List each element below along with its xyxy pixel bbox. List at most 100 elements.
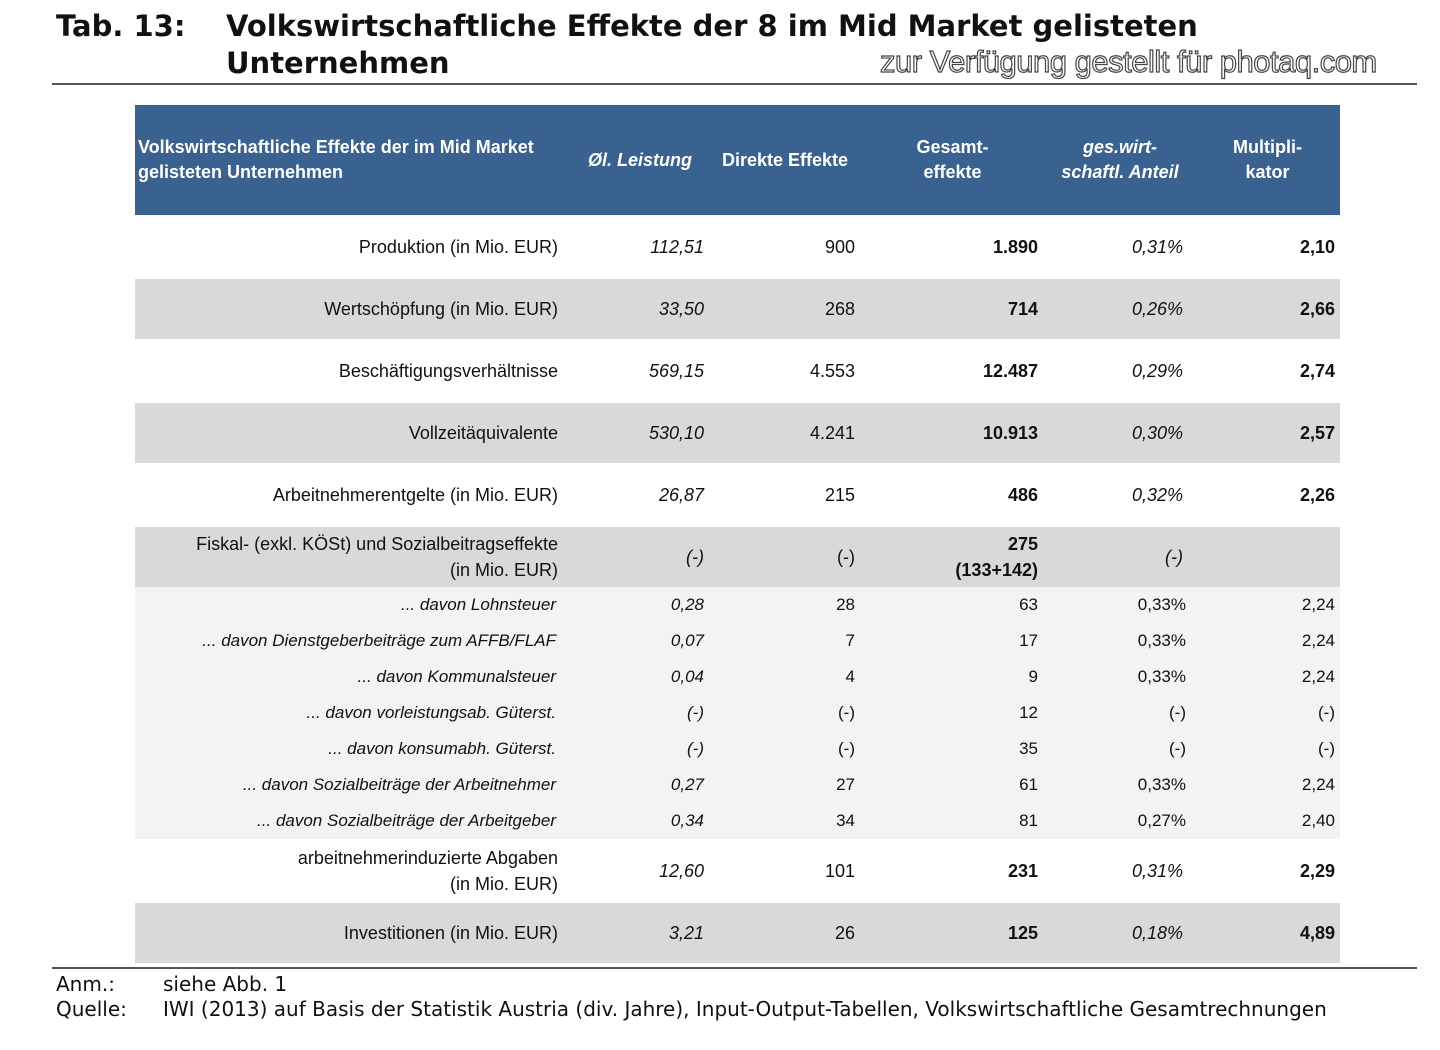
row-label: ... davon Sozialbeiträge der Arbeitnehme… bbox=[135, 767, 570, 803]
cell-anteil: 0,33% bbox=[1045, 767, 1195, 803]
table-row: Beschäftigungsverhältnisse 569,15 4.553 12.… bbox=[135, 339, 1340, 402]
divider-top bbox=[52, 83, 1417, 85]
cell-gesamteffekte: 35 bbox=[860, 731, 1045, 767]
cell-direkte-effekte: 268 bbox=[710, 277, 860, 340]
note-key: Anm.: bbox=[56, 972, 115, 996]
divider-bottom bbox=[52, 967, 1417, 969]
cell-anteil: 0,31% bbox=[1045, 839, 1195, 902]
cell-multiplikator: 2,29 bbox=[1195, 839, 1340, 902]
header-oel-leistung: Øl. Leistung bbox=[570, 105, 710, 216]
cell-anteil: (-) bbox=[1045, 525, 1195, 587]
cell-anteil: 0,31% bbox=[1045, 215, 1195, 278]
cell-multiplikator: 2,74 bbox=[1195, 339, 1340, 402]
cell-direkte-effekte: 7 bbox=[710, 623, 860, 659]
cell-direkte-effekte: (-) bbox=[710, 731, 860, 767]
table-row: Wertschöpfung (in Mio. EUR) 33,50 268 714 0,… bbox=[135, 277, 1340, 340]
cell-multiplikator: 2,24 bbox=[1195, 587, 1340, 623]
cell-multiplikator: 2,66 bbox=[1195, 277, 1340, 340]
table-row: ... davon Sozialbeiträge der Arbeitgeber… bbox=[135, 803, 1340, 840]
table-row: Produktion (in Mio. EUR) 112,51 900 1.890 0,… bbox=[135, 215, 1340, 278]
cell-oel-leistung: 569,15 bbox=[570, 339, 710, 402]
row-label: Arbeitnehmerentgelte (in Mio. EUR) bbox=[135, 463, 570, 526]
row-label: ... davon Kommunalsteuer bbox=[135, 659, 570, 695]
cell-gesamteffekte: 486 bbox=[860, 463, 1045, 526]
table-row: Arbeitnehmerentgelte (in Mio. EUR) 26,87 2… bbox=[135, 463, 1340, 526]
row-label: Fiskal- (exkl. KÖSt) und Sozialbeitragse… bbox=[135, 525, 570, 587]
cell-multiplikator: (-) bbox=[1195, 731, 1340, 767]
cell-direkte-effekte: 4 bbox=[710, 659, 860, 695]
cell-gesamteffekte: 231 bbox=[860, 839, 1045, 902]
cell-anteil: 0,29% bbox=[1045, 339, 1195, 402]
table-row: ... davon konsumabh. Güterst. (-) (-) 35 (-)… bbox=[135, 731, 1340, 767]
header-anteil: ges.wirt- schaftl. Anteil bbox=[1045, 105, 1195, 216]
table-row: ... davon Lohnsteuer 0,28 28 63 0,33% 2,24 bbox=[135, 587, 1340, 623]
note-key: Quelle: bbox=[56, 997, 127, 1021]
header-direkte-effekte: Direkte Effekte bbox=[710, 105, 860, 216]
row-label: Wertschöpfung (in Mio. EUR) bbox=[135, 277, 570, 340]
cell-gesamteffekte: 12.487 bbox=[860, 339, 1045, 402]
cell-direkte-effekte: 27 bbox=[710, 767, 860, 803]
cell-anteil: 0,18% bbox=[1045, 901, 1195, 963]
cell-direkte-effekte: 101 bbox=[710, 839, 860, 902]
cell-direkte-effekte: 34 bbox=[710, 803, 860, 840]
cell-direkte-effekte: 4.241 bbox=[710, 401, 860, 464]
cell-anteil: 0,30% bbox=[1045, 401, 1195, 464]
cell-gesamteffekte: 81 bbox=[860, 803, 1045, 840]
row-label: ... davon Dienstgeberbeiträge zum AFFB/F… bbox=[135, 623, 570, 659]
row-label: ... davon konsumabh. Güterst. bbox=[135, 731, 570, 767]
table-row: ... davon Dienstgeberbeiträge zum AFFB/F… bbox=[135, 623, 1340, 659]
cell-anteil: (-) bbox=[1045, 731, 1195, 767]
cell-gesamteffekte: 17 bbox=[860, 623, 1045, 659]
row-label: ... davon Lohnsteuer bbox=[135, 587, 570, 623]
cell-multiplikator: 2,24 bbox=[1195, 659, 1340, 695]
cell-direkte-effekte: 215 bbox=[710, 463, 860, 526]
row-label: Vollzeitäquivalente bbox=[135, 401, 570, 464]
cell-multiplikator: 2,24 bbox=[1195, 623, 1340, 659]
table-number: Tab. 13: bbox=[56, 9, 186, 43]
cell-direkte-effekte: 4.553 bbox=[710, 339, 860, 402]
cell-anteil: 0,27% bbox=[1045, 803, 1195, 840]
cell-oel-leistung: (-) bbox=[570, 731, 710, 767]
header-row: Volkswirtschaftliche Effekte der im Mid … bbox=[135, 105, 1340, 216]
cell-multiplikator: (-) bbox=[1195, 695, 1340, 731]
cell-gesamteffekte: 61 bbox=[860, 767, 1045, 803]
cell-oel-leistung: 26,87 bbox=[570, 463, 710, 526]
cell-direkte-effekte: 28 bbox=[710, 587, 860, 623]
cell-multiplikator: 2,57 bbox=[1195, 401, 1340, 464]
cell-anteil: 0,33% bbox=[1045, 623, 1195, 659]
cell-oel-leistung: 112,51 bbox=[570, 215, 710, 278]
table-row: ... davon Sozialbeiträge der Arbeitnehme… bbox=[135, 767, 1340, 803]
header-label: Volkswirtschaftliche Effekte der im Mid … bbox=[135, 105, 570, 216]
cell-anteil: 0,33% bbox=[1045, 659, 1195, 695]
cell-direkte-effekte: (-) bbox=[710, 695, 860, 731]
cell-gesamteffekte: 10.913 bbox=[860, 401, 1045, 464]
cell-direkte-effekte: 26 bbox=[710, 901, 860, 963]
table-row: arbeitnehmerinduzierte Abgaben (in Mio. … bbox=[135, 839, 1340, 902]
table-row: Fiskal- (exkl. KÖSt) und Sozialbeitragse… bbox=[135, 525, 1340, 587]
cell-multiplikator: 2,10 bbox=[1195, 215, 1340, 278]
cell-oel-leistung: 3,21 bbox=[570, 901, 710, 963]
cell-oel-leistung: 0,07 bbox=[570, 623, 710, 659]
cell-gesamteffekte: 1.890 bbox=[860, 215, 1045, 278]
cell-gesamteffekte: 275 (133+142) bbox=[860, 525, 1045, 587]
row-label: Beschäftigungsverhältnisse bbox=[135, 339, 570, 402]
cell-multiplikator: 2,24 bbox=[1195, 767, 1340, 803]
row-label: Produktion (in Mio. EUR) bbox=[135, 215, 570, 278]
cell-multiplikator bbox=[1195, 525, 1340, 587]
cell-multiplikator: 4,89 bbox=[1195, 901, 1340, 963]
cell-anteil: 0,33% bbox=[1045, 587, 1195, 623]
table-row: Vollzeitäquivalente 530,10 4.241 10.913 0,30… bbox=[135, 401, 1340, 464]
cell-oel-leistung: 0,27 bbox=[570, 767, 710, 803]
cell-oel-leistung: 0,04 bbox=[570, 659, 710, 695]
table-caption: Volkswirtschaftliche Effekte der 8 im Mi… bbox=[226, 9, 1198, 80]
cell-oel-leistung: (-) bbox=[570, 695, 710, 731]
row-label: arbeitnehmerinduzierte Abgaben (in Mio. … bbox=[135, 839, 570, 902]
cell-gesamteffekte: 9 bbox=[860, 659, 1045, 695]
header-gesamteffekte: Gesamt- effekte bbox=[860, 105, 1045, 216]
cell-multiplikator: 2,26 bbox=[1195, 463, 1340, 526]
note-value: IWI (2013) auf Basis der Statistik Austr… bbox=[163, 997, 1327, 1021]
table-row: Investitionen (in Mio. EUR) 3,21 26 125 0,18… bbox=[135, 901, 1340, 963]
row-label: ... davon vorleistungsab. Güterst. bbox=[135, 695, 570, 731]
cell-gesamteffekte: 714 bbox=[860, 277, 1045, 340]
cell-oel-leistung: 0,34 bbox=[570, 803, 710, 840]
